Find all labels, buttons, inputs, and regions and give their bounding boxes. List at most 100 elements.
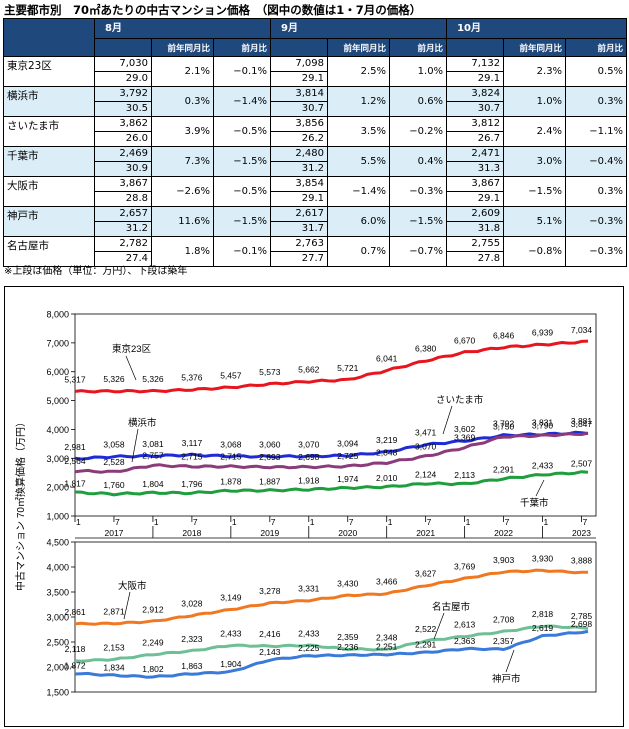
data-label: 3,627 <box>415 569 437 579</box>
leader-line <box>131 428 139 463</box>
price-cell: 2,469 30.9 <box>94 146 152 177</box>
data-label: 2,619 <box>532 623 554 633</box>
yoy-change: −0.8% <box>503 236 567 267</box>
plot-area <box>74 313 597 517</box>
data-label: 2,291 <box>493 465 515 475</box>
mom-change: −1.4% <box>212 86 272 117</box>
data-label: 2,693 <box>259 452 281 462</box>
data-label: 3,792 <box>493 418 515 428</box>
price-cell: 3,812 26.7 <box>446 116 505 147</box>
data-label: 1,974 <box>337 474 359 484</box>
data-label: 2,124 <box>415 470 437 480</box>
yoy-change: 0.3% <box>151 86 214 117</box>
data-label: 3,081 <box>142 439 164 449</box>
x-month-label: 7 <box>349 517 354 527</box>
yoy-change: 2.4% <box>503 116 567 147</box>
data-label: 2,715 <box>220 452 242 462</box>
mom-change: 0.3% <box>565 86 628 117</box>
x-month-label: 1 <box>154 517 159 527</box>
x-month-label: 1 <box>388 517 393 527</box>
data-label: 3,881 <box>571 416 593 426</box>
header-corner <box>3 18 95 57</box>
header-month: 9月 <box>270 18 448 39</box>
data-label: 2,725 <box>337 451 359 461</box>
data-label: 2,363 <box>454 636 476 646</box>
age-value: 31.2 <box>125 223 148 234</box>
price-cell: 3,854 29.1 <box>270 176 329 207</box>
leader-line <box>505 649 515 673</box>
age-value: 26.0 <box>125 133 148 144</box>
yoy-change: 1.8% <box>151 236 214 267</box>
data-label: 2,433 <box>298 628 320 638</box>
table-row: さいたま市 3,862 26.0 3.9% −0.5% 3,856 26.2 3.5% −0.2… <box>3 116 628 147</box>
data-label: 2,818 <box>532 609 554 619</box>
data-label: 2,698 <box>298 452 320 462</box>
data-label: 3,466 <box>376 577 398 587</box>
series-name-kobe: 神戸市 <box>492 673 521 685</box>
table-row: 神戸市 2,657 31.2 11.6% −1.5% 2,617 31.7 6.0% −1.5%… <box>3 206 628 237</box>
mom-change: −0.2% <box>389 116 448 147</box>
data-label: 5,457 <box>220 370 242 380</box>
series-line <box>74 624 589 663</box>
yoy-change: 1.0% <box>503 86 567 117</box>
y-tick-label: 8,000 <box>46 310 69 320</box>
price-cell: 2,617 31.7 <box>270 206 329 237</box>
data-label: 6,670 <box>454 335 476 345</box>
data-label: 2,416 <box>259 629 281 639</box>
price-value: 2,657 <box>95 207 151 222</box>
y-tick-label: 1,500 <box>46 688 69 698</box>
table-note: ※上段は価格（単位：万円）、下段は築年 <box>4 266 188 277</box>
data-label: 2,348 <box>376 633 398 643</box>
header-sub: 前年同月比 <box>327 38 391 57</box>
mom-change: 0.6% <box>389 86 448 117</box>
yoy-change: 2.1% <box>151 56 214 87</box>
x-month-label: 7 <box>583 517 588 527</box>
data-label: 3,369 <box>454 433 476 443</box>
price-value: 2,471 <box>447 147 504 162</box>
x-month-label: 7 <box>115 517 120 527</box>
data-label: 3,471 <box>415 428 437 438</box>
mom-change: −1.5% <box>389 206 448 237</box>
age-value: 31.8 <box>477 223 501 234</box>
price-value: 3,867 <box>447 177 504 192</box>
mom-change: −0.1% <box>212 56 272 87</box>
data-label: 2,323 <box>181 634 203 644</box>
data-label: 2,613 <box>454 619 476 629</box>
mom-change: −1.1% <box>565 116 628 147</box>
data-label: 1,904 <box>220 659 242 669</box>
yoy-change: −1.4% <box>327 176 391 207</box>
age-value: 30.5 <box>125 103 148 114</box>
price-value: 7,098 <box>271 57 328 72</box>
data-label: 1,887 <box>259 476 281 486</box>
price-cell: 7,132 29.1 <box>446 56 505 87</box>
leader-line <box>442 405 453 435</box>
y-tick-label: 3,000 <box>46 613 69 623</box>
price-value: 7,132 <box>447 57 504 72</box>
x-year-label: 2020 <box>338 528 357 538</box>
data-label: 2,528 <box>103 457 125 467</box>
page-title: 主要都市別 70㎡あたりの中古マンション価格 （図中の数値は1・7月の価格） <box>4 3 422 17</box>
y-tick-label: 3,500 <box>46 588 69 598</box>
mom-change: 1.0% <box>389 56 448 87</box>
mom-change: −0.3% <box>565 206 628 237</box>
x-year-label: 2018 <box>182 528 201 538</box>
price-cell: 3,792 30.5 <box>94 86 152 117</box>
data-label: 5,721 <box>337 363 359 373</box>
leader-line <box>123 591 131 620</box>
y-tick-label: 7,000 <box>46 338 69 348</box>
x-month-label: 7 <box>193 517 198 527</box>
x-month-label: 7 <box>427 517 432 527</box>
age-value: 27.4 <box>125 253 148 264</box>
mom-change: −0.3% <box>565 236 628 267</box>
data-label: 2,981 <box>64 442 86 452</box>
mom-change: −0.5% <box>212 176 272 207</box>
city-name: さいたま市 <box>3 116 95 147</box>
yoy-change: 3.5% <box>327 116 391 147</box>
price-chart: 1,000 2,000 3,000 4,000 5,000 6,000 7,000 8,000… <box>4 286 624 727</box>
price-value: 7,030 <box>95 57 151 72</box>
y-tick-label: 2,000 <box>46 483 69 493</box>
y-tick-label: 6,000 <box>46 367 69 377</box>
age-value: 27.8 <box>477 253 501 264</box>
price-value: 3,854 <box>271 177 328 192</box>
data-label: 3,149 <box>220 593 242 603</box>
